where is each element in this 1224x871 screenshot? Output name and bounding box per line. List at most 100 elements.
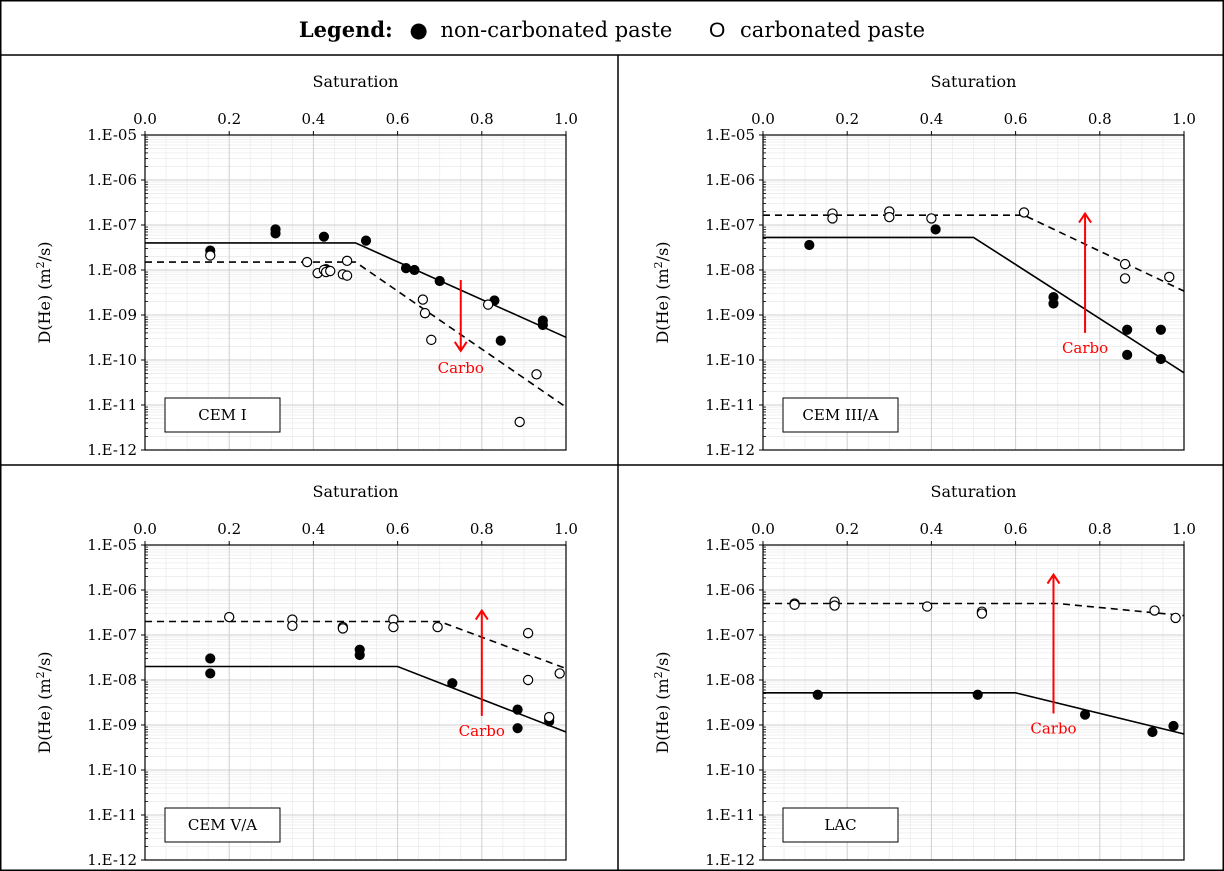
y-tick-label: 1.E-10 — [87, 761, 137, 779]
point-carbonated — [554, 668, 565, 679]
point-carbonated — [522, 674, 534, 686]
y-axis-title-main: D(He) (m — [653, 678, 672, 753]
carbo-arrow-head — [453, 341, 468, 353]
x-tick-label: 0.8 — [470, 520, 494, 538]
y-tick-label: 1.E-08 — [87, 261, 137, 279]
x-tick-label: 0.8 — [1088, 520, 1112, 538]
point-carbonated — [1119, 273, 1131, 284]
y-axis-title-main: D(He) (m — [653, 268, 672, 343]
point-carbonated — [1164, 271, 1175, 283]
point-carbonated — [926, 213, 937, 224]
y-axis-title-tail: /s) — [35, 241, 54, 261]
point-non-carbonated — [812, 689, 823, 700]
y-axis-title: D(He) (m2/s) — [34, 651, 54, 753]
y-tick-label: 1.E-11 — [705, 806, 755, 824]
y-tick-label: 1.E-06 — [705, 171, 755, 189]
carbo-arrow-head — [1046, 572, 1061, 585]
y-tick-label: 1.E-07 — [87, 216, 137, 234]
y-tick-label: 1.E-05 — [705, 126, 755, 144]
x-tick-label: 0.4 — [919, 110, 943, 128]
y-tick-label: 1.E-07 — [705, 216, 755, 234]
y-tick-label: 1.E-10 — [705, 351, 755, 369]
point-carbonated — [325, 265, 336, 277]
legend-title: Legend: — [299, 17, 393, 42]
point-carbonated — [1018, 207, 1030, 218]
panel-label: LAC — [824, 816, 856, 834]
y-tick-label: 1.E-10 — [87, 351, 137, 369]
plot-area-border — [762, 134, 1185, 451]
x-tick-label: 0.2 — [217, 520, 241, 538]
y-tick-label: 1.E-12 — [705, 441, 755, 459]
legend-filled-symbol: ● — [409, 18, 427, 42]
point-carbonated — [531, 369, 542, 380]
x-tick-label: 0.6 — [386, 520, 410, 538]
point-non-carbonated — [804, 239, 815, 251]
fit-line-carbonated — [763, 214, 1185, 292]
fit-line-non-carbonated — [763, 691, 1185, 735]
point-non-carbonated — [205, 668, 216, 679]
y-tick-label: 1.E-09 — [705, 716, 755, 734]
plot-area-border — [144, 134, 567, 451]
x-tick-label: 0.2 — [835, 110, 859, 128]
point-carbonated — [341, 255, 353, 267]
panel-label: CEM V/A — [188, 816, 257, 834]
point-non-carbonated — [930, 224, 941, 235]
point-carbonated — [522, 627, 534, 639]
y-tick-label: 1.E-06 — [87, 171, 137, 189]
carbo-label: Carbo — [1030, 720, 1076, 738]
point-carbonated — [829, 600, 840, 611]
point-carbonated — [514, 416, 525, 428]
point-non-carbonated — [1155, 324, 1166, 335]
carbo-arrow-head — [474, 608, 489, 621]
chart-panel-3: 0.0 0.2 0.4 0.6 0.8 1.0 1.E-05 1.E-06 1.E-07 1.E-… — [34, 482, 578, 869]
x-tick-label: 0.4 — [301, 110, 325, 128]
fit-line-non-carbonated — [763, 236, 1185, 374]
x-tick-label: 0.8 — [1088, 110, 1112, 128]
point-carbonated — [388, 621, 399, 633]
point-non-carbonated — [1048, 298, 1059, 309]
y-tick-label: 1.E-05 — [705, 536, 755, 554]
x-tick-label: 0.6 — [1004, 110, 1028, 128]
y-tick-label: 1.E-07 — [705, 626, 755, 644]
chart-panel-4: 0.0 0.2 0.4 0.6 0.8 1.0 1.E-05 1.E-06 1.E-07 1.E-… — [652, 482, 1196, 869]
x-axis-title: Saturation — [931, 72, 1017, 91]
y-tick-label: 1.E-12 — [87, 441, 137, 459]
point-non-carbonated — [1122, 349, 1133, 360]
y-tick-label: 1.E-09 — [87, 716, 137, 734]
x-tick-label: 0.0 — [751, 520, 775, 538]
point-carbonated — [417, 294, 429, 305]
x-tick-label: 1.0 — [1172, 520, 1196, 538]
point-non-carbonated — [205, 653, 216, 664]
carbo-arrow-head — [1078, 211, 1092, 224]
point-carbonated — [337, 623, 349, 634]
point-carbonated — [205, 250, 216, 261]
panel-label-box — [164, 807, 281, 843]
y-tick-label: 1.E-07 — [87, 626, 137, 644]
x-tick-label: 0.4 — [919, 520, 943, 538]
chart-panel-1: 0.0 0.2 0.4 0.6 0.8 1.0 1.E-05 1.E-06 1.E-07 1.E-… — [34, 72, 578, 459]
y-axis-title: D(He) (m2/s) — [652, 241, 672, 343]
point-carbonated — [432, 621, 443, 633]
y-axis-title-main: D(He) (m — [35, 678, 54, 753]
y-tick-label: 1.E-08 — [705, 261, 755, 279]
carbo-label: Carbo — [438, 359, 484, 377]
chart-panel-2: 0.0 0.2 0.4 0.6 0.8 1.0 1.E-05 1.E-06 1.E-07 1.E-… — [652, 72, 1196, 459]
y-tick-label: 1.E-12 — [87, 851, 137, 869]
point-carbonated — [1119, 258, 1131, 270]
point-non-carbonated — [1155, 353, 1166, 365]
point-non-carbonated — [537, 319, 548, 331]
y-tick-label: 1.E-09 — [87, 306, 137, 324]
fit-line-carbonated — [763, 602, 1185, 617]
x-tick-label: 0.0 — [133, 110, 157, 128]
x-tick-label: 1.0 — [554, 520, 578, 538]
point-non-carbonated — [270, 228, 281, 239]
x-tick-label: 0.2 — [835, 520, 859, 538]
legend-filled-label: non-carbonated paste — [440, 18, 672, 42]
y-tick-label: 1.E-09 — [705, 306, 755, 324]
y-axis-title: D(He) (m2/s) — [652, 651, 672, 753]
point-carbonated — [543, 711, 555, 723]
point-carbonated — [1149, 605, 1160, 616]
chart-panels: 0.0 0.2 0.4 0.6 0.8 1.0 1.E-05 1.E-06 1.E-07 1.E-… — [34, 72, 1196, 869]
